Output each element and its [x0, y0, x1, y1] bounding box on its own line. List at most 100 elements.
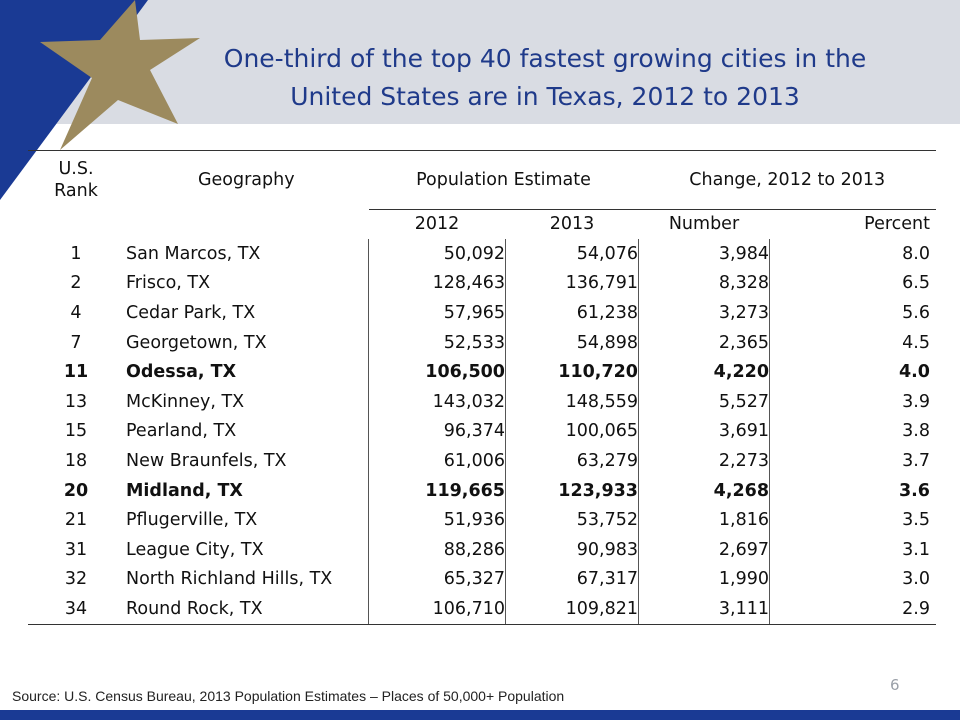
pop-2013-cell: 109,821: [505, 594, 639, 625]
pop-2013-cell: 54,898: [505, 327, 639, 358]
rank-cell: 1: [70, 243, 82, 264]
geography-cell: McKinney, TX: [124, 387, 369, 417]
table-row: 15 Pearland, TX 96,374 100,065 3,691 3.8: [28, 416, 936, 447]
table-subheader-row: 2012 2013 Number Percent: [28, 208, 936, 240]
pop-2012-cell: 143,032: [368, 387, 506, 417]
geography-cell: San Marcos, TX: [124, 239, 369, 269]
geography-cell: Midland, TX: [124, 475, 369, 506]
header-rank: U.S. Rank: [28, 150, 124, 209]
header-population: Population Estimate: [368, 150, 639, 209]
change-number-cell: 2,697: [638, 535, 770, 565]
pop-2013-cell: 136,791: [505, 268, 639, 299]
change-number-cell: 1,990: [638, 564, 770, 595]
table-row: 7 Georgetown, TX 52,533 54,898 2,365 4.5: [28, 327, 936, 358]
table-row: 31 League City, TX 88,286 90,983 2,697 3.1: [28, 535, 936, 565]
table-row: 2 Frisco, TX 128,463 136,791 8,328 6.5: [28, 268, 936, 299]
pop-2013-cell: 110,720: [505, 357, 639, 388]
pop-2013-cell: 61,238: [505, 298, 639, 328]
title-line-1: One-third of the top 40 fastest growing …: [223, 44, 867, 73]
table-row: 1 San Marcos, TX 50,092 54,076 3,984 8.0: [28, 239, 936, 269]
pop-2013-cell: 67,317: [505, 564, 639, 595]
change-percent-cell: 2.9: [769, 594, 936, 625]
gold-star-icon: [40, 0, 200, 150]
pop-2013-cell: 90,983: [505, 535, 639, 565]
pop-2012-cell: 106,710: [368, 594, 506, 625]
table-row: 21 Pflugerville, TX 51,936 53,752 1,816 3.5: [28, 505, 936, 536]
pop-2013-cell: 54,076: [505, 239, 639, 269]
change-number-cell: 2,365: [638, 327, 770, 358]
table-header-row: U.S. Rank Geography Population Estimate …: [28, 150, 936, 209]
table-row: 20 Midland, TX 119,665 123,933 4,268 3.6: [28, 475, 936, 506]
table-row: 13 McKinney, TX 143,032 148,559 5,527 3.9: [28, 387, 936, 417]
pop-2012-cell: 50,092: [368, 239, 506, 269]
rank-cell: 13: [64, 391, 88, 412]
geography-cell: Frisco, TX: [124, 268, 369, 299]
pop-2012-cell: 65,327: [368, 564, 506, 595]
pop-2013-cell: 148,559: [505, 387, 639, 417]
geography-cell: Georgetown, TX: [124, 327, 369, 358]
rank-cell: 2: [70, 273, 82, 294]
change-number-cell: 3,273: [638, 298, 770, 328]
rank-cell: 21: [64, 510, 88, 531]
header-2012: 2012: [368, 208, 506, 240]
geography-cell: Pflugerville, TX: [124, 505, 369, 536]
table-row: 32 North Richland Hills, TX 65,327 67,317 1,…: [28, 564, 936, 595]
change-percent-cell: 6.5: [902, 273, 930, 294]
page-number: 6: [890, 676, 900, 694]
slide-title: One-third of the top 40 fastest growing …: [150, 40, 940, 116]
rank-cell: 4: [70, 303, 82, 324]
geography-cell: Round Rock, TX: [124, 594, 369, 625]
change-percent-cell: 4.5: [902, 332, 930, 353]
change-percent-cell: 3.5: [902, 510, 930, 531]
change-number-cell: 2,273: [638, 446, 770, 476]
rank-cell: 32: [64, 569, 88, 590]
change-percent-cell: 5.6: [902, 303, 930, 324]
change-percent-cell: 3.9: [902, 391, 930, 412]
pop-2012-cell: 61,006: [368, 446, 506, 476]
change-number-cell: 1,816: [638, 505, 770, 536]
pop-2012-cell: 88,286: [368, 535, 506, 565]
pop-2012-cell: 106,500: [368, 357, 506, 388]
change-percent-cell: 3.7: [902, 451, 930, 472]
change-number-cell: 3,984: [638, 239, 770, 269]
footer-bar: [0, 710, 960, 720]
geography-cell: Pearland, TX: [124, 416, 369, 447]
geography-cell: League City, TX: [124, 535, 369, 565]
header-number: Number: [638, 208, 770, 240]
header-2013: 2013: [505, 208, 639, 240]
header-change: Change, 2012 to 2013: [638, 150, 936, 209]
table-row: 11 Odessa, TX 106,500 110,720 4,220 4.0: [28, 357, 936, 388]
rank-cell: 31: [64, 539, 88, 560]
change-percent-cell: 3.1: [902, 539, 930, 560]
change-number-cell: 4,220: [638, 357, 770, 388]
geography-cell: Odessa, TX: [124, 357, 369, 388]
population-table: U.S. Rank Geography Population Estimate …: [28, 150, 936, 625]
rank-cell: 11: [63, 362, 89, 383]
pop-2013-cell: 123,933: [505, 475, 639, 506]
pop-2013-cell: 100,065: [505, 416, 639, 447]
table-row: 4 Cedar Park, TX 57,965 61,238 3,273 5.6: [28, 298, 936, 328]
pop-2012-cell: 128,463: [368, 268, 506, 299]
pop-2013-cell: 63,279: [505, 446, 639, 476]
change-percent-cell: 3.6: [898, 480, 930, 501]
rank-cell: 15: [64, 421, 88, 442]
change-number-cell: 5,527: [638, 387, 770, 417]
change-percent-cell: 3.8: [902, 421, 930, 442]
change-percent-cell: 3.0: [902, 569, 930, 590]
change-number-cell: 3,691: [638, 416, 770, 447]
header-geography: Geography: [124, 150, 369, 209]
title-line-2: United States are in Texas, 2012 to 2013: [290, 82, 800, 111]
rank-cell: 7: [70, 332, 82, 353]
change-percent-cell: 4.0: [898, 362, 930, 383]
table-row: 34 Round Rock, TX 106,710 109,821 3,111 2.9: [28, 594, 936, 625]
table-row: 18 New Braunfels, TX 61,006 63,279 2,273 3.7: [28, 446, 936, 476]
change-percent-cell: 8.0: [902, 243, 930, 264]
rank-cell: 20: [63, 480, 89, 501]
pop-2012-cell: 52,533: [368, 327, 506, 358]
pop-2012-cell: 51,936: [368, 505, 506, 536]
pop-2012-cell: 57,965: [368, 298, 506, 328]
change-number-cell: 8,328: [638, 268, 770, 299]
geography-cell: New Braunfels, TX: [124, 446, 369, 476]
geography-cell: North Richland Hills, TX: [124, 564, 369, 595]
